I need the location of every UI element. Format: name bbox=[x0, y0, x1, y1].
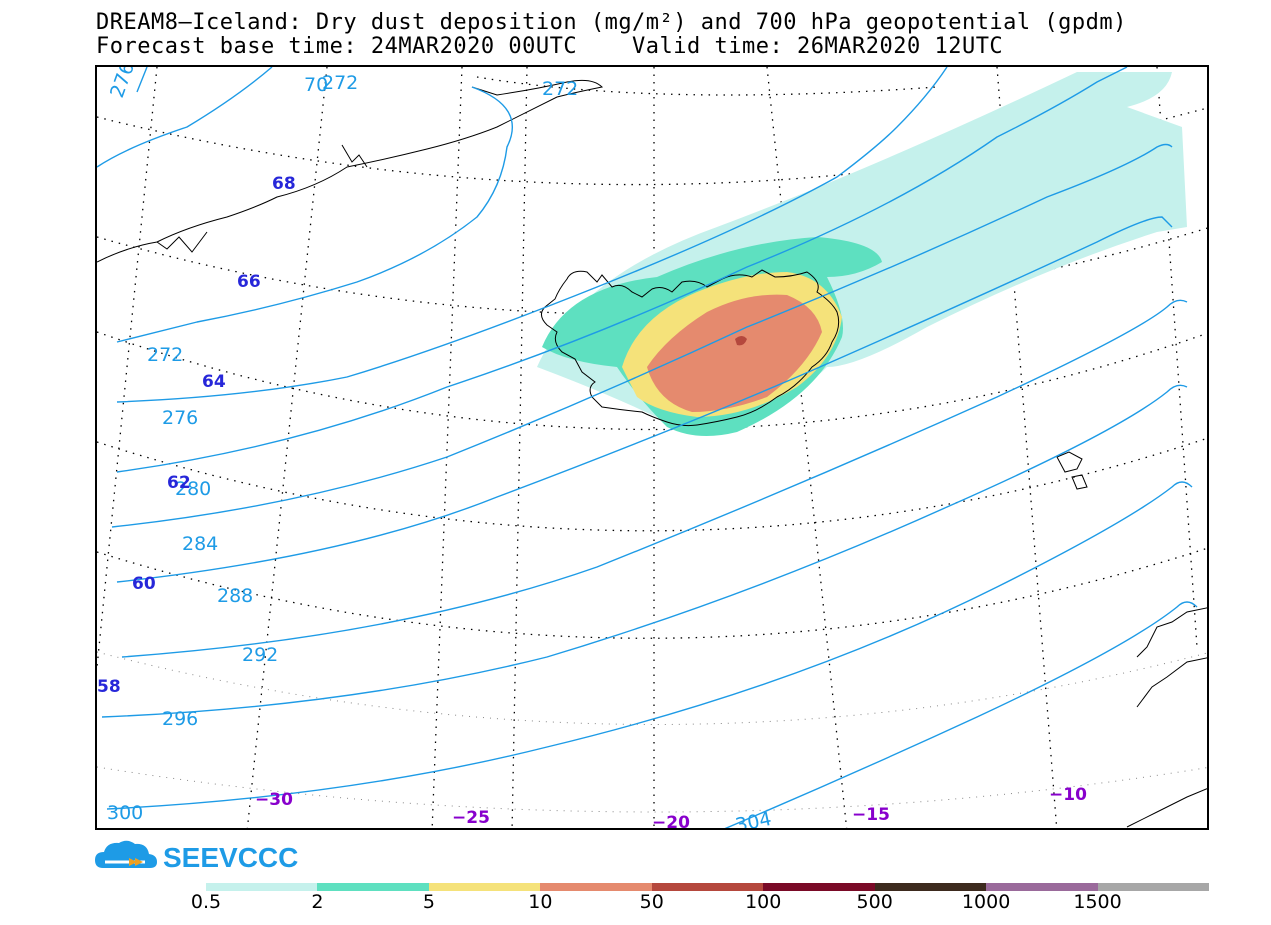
legend-label: 0.5 bbox=[190, 891, 222, 913]
geopotential-label: 276 bbox=[106, 67, 139, 101]
legend-label: 1500 bbox=[1073, 891, 1122, 913]
geopotential-label: 280 bbox=[175, 478, 211, 500]
longitude-label: −20 bbox=[652, 813, 690, 830]
legend-labels: 0.5 2 5 10 50 100 500 1000 1500 bbox=[0, 891, 1271, 913]
legend-swatch bbox=[986, 883, 1098, 891]
coastlines bbox=[97, 79, 1207, 828]
iceland-coast bbox=[541, 269, 840, 427]
logo-text: SEEVCCC bbox=[163, 842, 298, 872]
legend-label: 100 bbox=[745, 891, 782, 913]
legend-label: 1000 bbox=[961, 891, 1011, 913]
graticule-parallels-faint bbox=[97, 651, 1207, 813]
longitude-label: −30 bbox=[255, 790, 293, 810]
map-subtitle: Forecast base time: 24MAR2020 00UTC Vali… bbox=[96, 34, 1004, 59]
latitude-label: 58 bbox=[97, 677, 121, 697]
dust-level-50 bbox=[735, 336, 747, 346]
geopotential-label: 296 bbox=[162, 708, 198, 730]
latitude-label: 66 bbox=[237, 272, 261, 292]
legend-swatch bbox=[206, 883, 318, 891]
legend-swatch bbox=[763, 883, 875, 891]
geopotential-label: 272 bbox=[542, 78, 578, 100]
latitude-label: 60 bbox=[132, 574, 156, 594]
latitude-labels: 68 66 64 62 60 58 bbox=[97, 174, 296, 697]
legend-label: 2 bbox=[311, 891, 324, 913]
geopotential-label: 300 bbox=[107, 802, 143, 824]
geopotential-label: 288 bbox=[217, 585, 253, 607]
longitude-labels: −30 −25 −20 −15 −10 bbox=[255, 785, 1087, 830]
latitude-label: 68 bbox=[272, 174, 296, 194]
legend-swatch bbox=[317, 883, 429, 891]
legend-swatch bbox=[1097, 883, 1209, 891]
legend-swatch bbox=[428, 883, 541, 891]
longitude-label: −10 bbox=[1049, 785, 1087, 805]
norway-coast bbox=[1126, 607, 1207, 828]
dust-deposition-fill bbox=[537, 72, 1187, 436]
geopotential-label: 284 bbox=[182, 533, 218, 555]
latitude-label: 62 bbox=[167, 473, 191, 493]
map-panel: 70 272 272 276 272 276 280 284 288 292 2… bbox=[95, 65, 1209, 830]
geopotential-isolines bbox=[97, 67, 1198, 828]
geopotential-label: 292 bbox=[242, 644, 278, 666]
latitude-label: 64 bbox=[202, 372, 226, 392]
map-canvas: 70 272 272 276 272 276 280 284 288 292 2… bbox=[97, 67, 1207, 830]
legend-label: 500 bbox=[856, 891, 893, 913]
greenland-coast bbox=[97, 79, 604, 263]
geopotential-label: 272 bbox=[147, 344, 183, 366]
legend-swatch bbox=[651, 883, 764, 891]
legend-swatch bbox=[540, 883, 652, 891]
legend-label: 5 bbox=[422, 891, 435, 913]
seevccc-logo: SEEVCCC bbox=[95, 838, 305, 873]
legend-label: 50 bbox=[639, 891, 664, 913]
legend-swatch bbox=[874, 883, 987, 891]
geopotential-label: 70 bbox=[304, 74, 328, 96]
map-title: DREAM8–Iceland: Dry dust deposition (mg/… bbox=[96, 10, 1127, 35]
longitude-label: −15 bbox=[852, 805, 890, 825]
faroe-islands bbox=[1056, 451, 1088, 490]
longitude-label: −25 bbox=[452, 808, 490, 828]
dust-level-10 bbox=[647, 294, 822, 412]
geopotential-label: 276 bbox=[162, 407, 198, 429]
cloud-logo-icon: SEEVCCC bbox=[95, 840, 298, 873]
geopotential-label: 272 bbox=[322, 72, 358, 94]
geopotential-labels: 70 272 272 276 272 276 280 284 288 292 2… bbox=[106, 67, 773, 830]
geopotential-label: 304 bbox=[733, 808, 773, 830]
legend-color-bar bbox=[206, 883, 1209, 891]
legend-label: 10 bbox=[528, 891, 553, 913]
